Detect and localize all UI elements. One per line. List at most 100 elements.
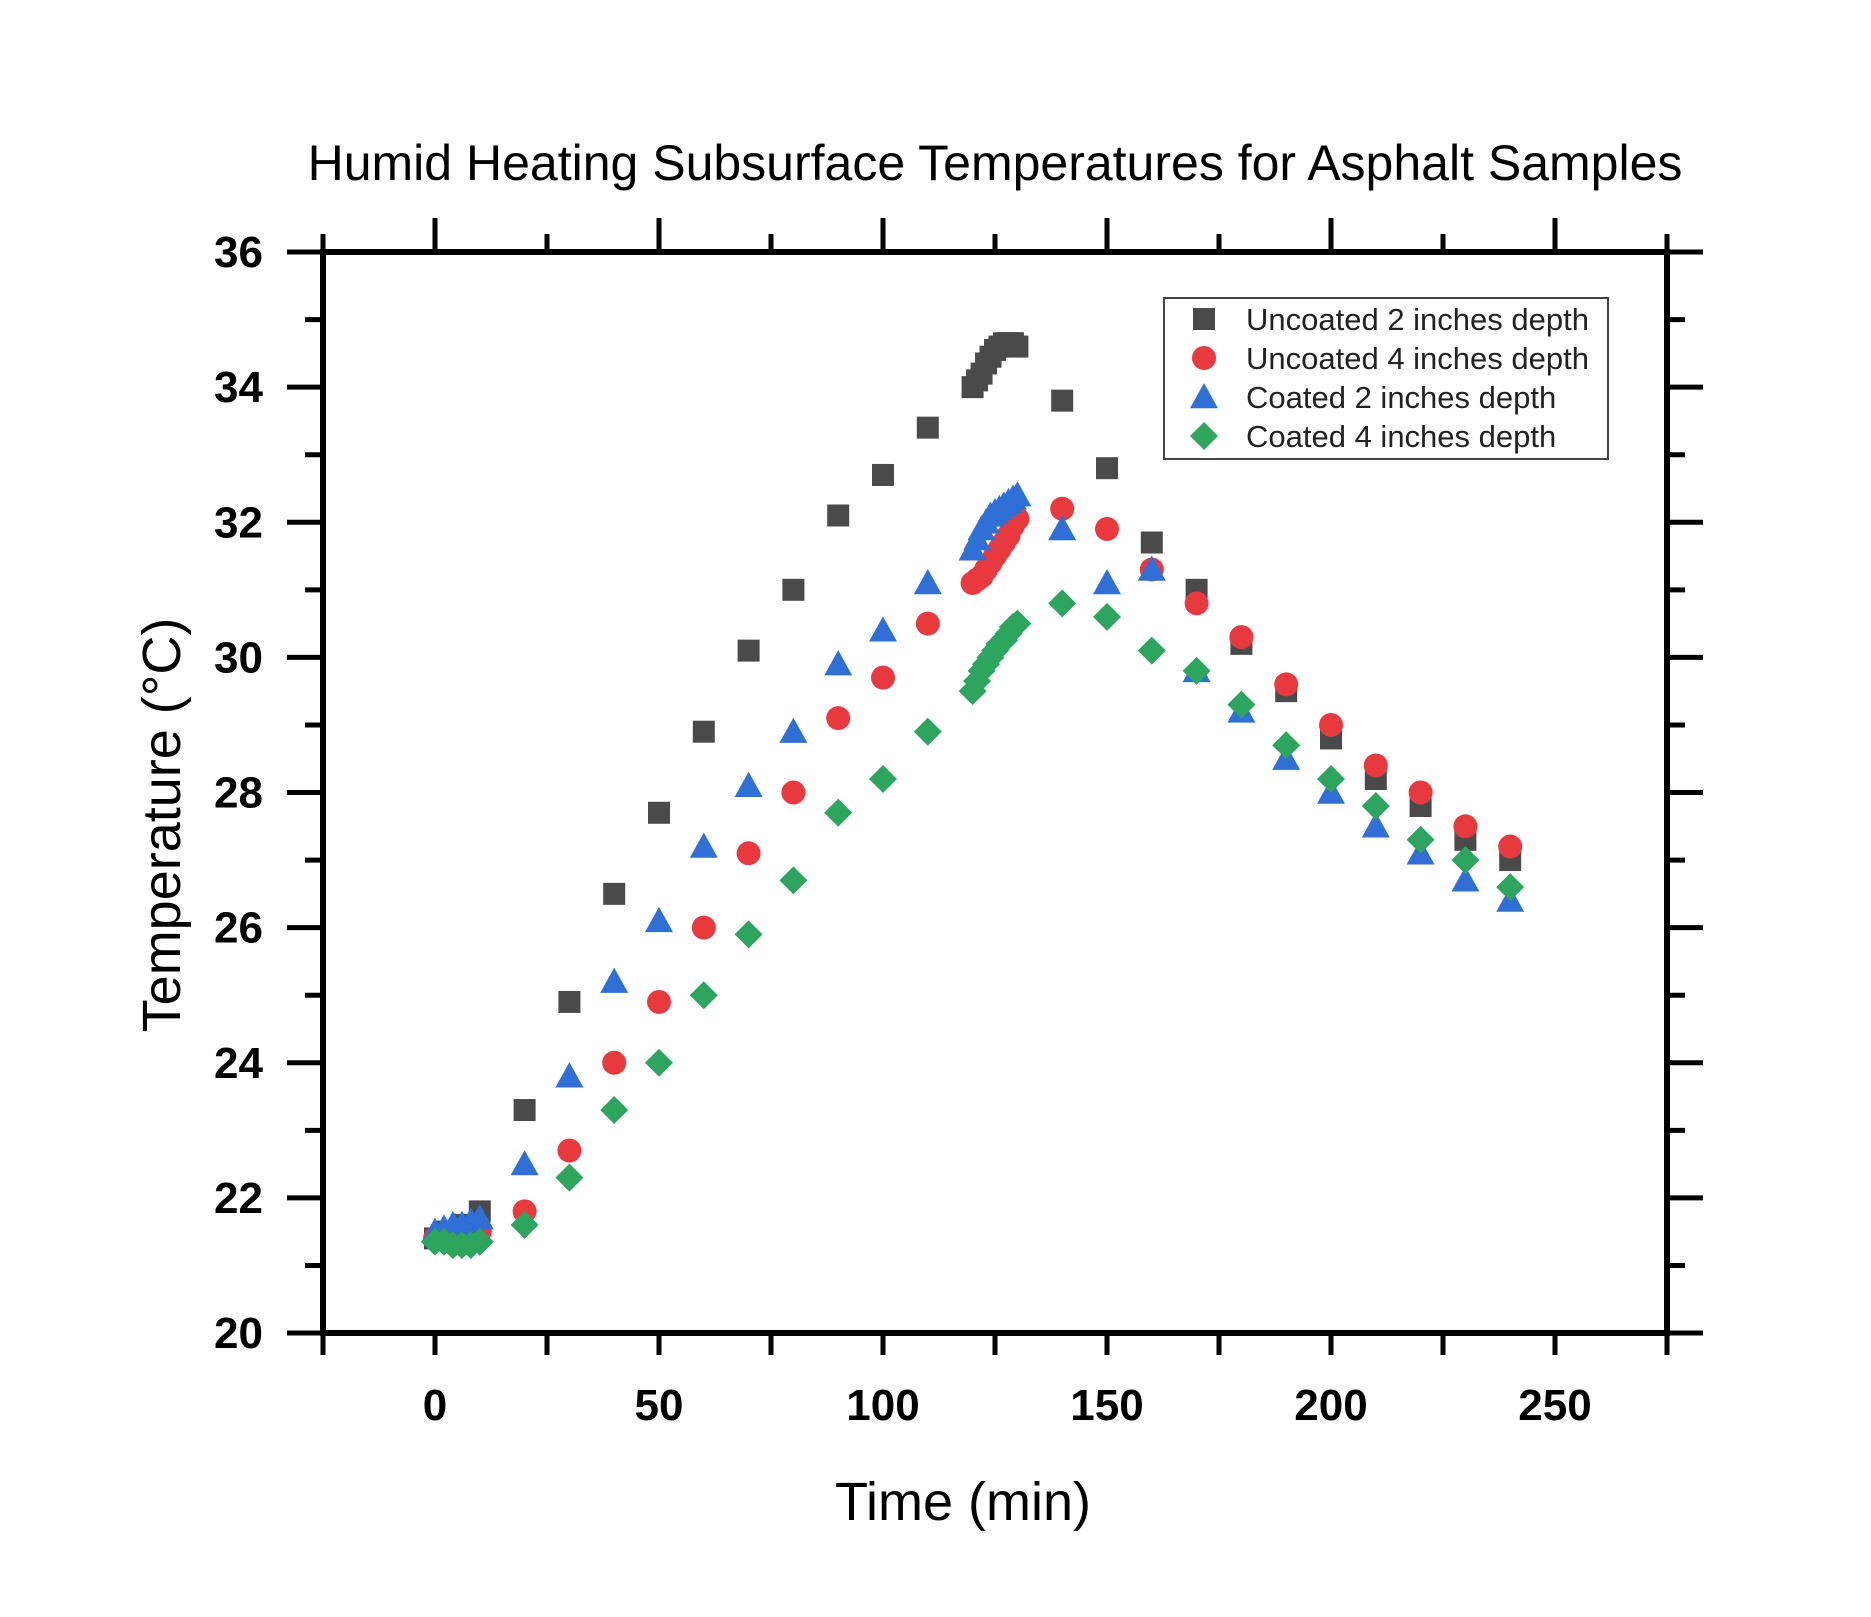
data-point — [692, 720, 715, 743]
data-point — [736, 841, 761, 866]
data-point — [1051, 389, 1074, 412]
data-point — [1361, 792, 1390, 821]
legend-marker — [1190, 422, 1218, 450]
data-point — [1184, 591, 1209, 616]
data-point — [1093, 569, 1121, 595]
data-point — [555, 1062, 584, 1088]
data-point — [689, 981, 718, 1010]
data-point — [782, 578, 805, 601]
data-point — [1006, 335, 1029, 358]
data-point — [600, 1096, 629, 1125]
x-tick-label: 200 — [1294, 1381, 1367, 1430]
y-tick-label: 20 — [214, 1309, 263, 1358]
data-point — [734, 920, 763, 949]
data-point — [1182, 656, 1211, 685]
data-point — [827, 504, 850, 527]
chart-title: Humid Heating Subsurface Temperatures fo… — [308, 135, 1683, 191]
data-point — [510, 1150, 539, 1176]
data-point — [1003, 609, 1032, 638]
data-point — [510, 1210, 539, 1239]
data-point — [869, 764, 897, 793]
data-point — [1317, 764, 1345, 793]
data-point — [691, 915, 716, 940]
legend-label: Coated 4 inches depth — [1246, 419, 1556, 454]
data-point — [465, 1204, 494, 1230]
y-tick-label: 24 — [214, 1039, 263, 1088]
data-point — [779, 717, 808, 743]
data-point — [602, 1050, 627, 1075]
data-point — [689, 832, 718, 858]
data-point — [916, 416, 939, 439]
x-tick-label: 150 — [1070, 1381, 1143, 1430]
y-tick-label: 26 — [214, 904, 263, 953]
x-tick-label: 250 — [1518, 1381, 1591, 1430]
data-point — [1453, 814, 1478, 839]
data-point — [1003, 481, 1032, 507]
data-point — [871, 665, 895, 690]
data-point — [647, 989, 671, 1014]
data-point — [915, 611, 940, 636]
data-point — [1272, 731, 1301, 760]
data-point — [1095, 517, 1119, 542]
data-point — [1140, 531, 1163, 554]
series-diamond — [421, 589, 1525, 1260]
data-point — [1137, 555, 1166, 581]
x-axis-title: Time (min) — [835, 1472, 1091, 1532]
data-point — [558, 990, 581, 1013]
axis-ticks — [287, 218, 1703, 1355]
data-point — [824, 798, 853, 827]
data-point — [1498, 834, 1523, 859]
x-tick-label: 100 — [846, 1381, 919, 1430]
data-point — [1050, 496, 1075, 521]
data-point — [513, 1099, 536, 1122]
data-point — [1137, 636, 1166, 665]
tick-labels: 0 50 100 150 200 250 20 22 24 26 28 30 32 34 36 — [214, 228, 1592, 1430]
legend: Uncoated 2 inches depth Uncoated 4 inches… — [1163, 297, 1609, 460]
y-tick-label: 36 — [214, 228, 263, 277]
data-point — [781, 780, 806, 805]
data-point — [1408, 780, 1433, 805]
data-point — [913, 717, 942, 746]
legend-label: Coated 2 inches depth — [1246, 380, 1556, 415]
data-point — [648, 801, 670, 824]
data-point — [734, 771, 763, 797]
data-point — [1229, 625, 1254, 650]
data-point — [872, 463, 894, 486]
data-point — [1048, 589, 1077, 618]
data-point — [603, 882, 626, 905]
y-tick-label: 32 — [214, 498, 263, 547]
data-point — [1274, 672, 1299, 697]
data-point — [1319, 712, 1343, 737]
series-circle — [423, 496, 1523, 1251]
data-point — [1096, 457, 1118, 480]
data-point — [1363, 753, 1388, 778]
data-point — [1451, 846, 1480, 875]
legend-box — [1163, 297, 1609, 460]
data-point — [1093, 602, 1121, 631]
y-tick-label: 30 — [214, 633, 263, 682]
series-square — [424, 332, 1522, 1250]
data-point — [1496, 873, 1525, 902]
data-point — [824, 650, 853, 676]
data-point — [1048, 515, 1077, 541]
y-axis-title: Temperature (°C) — [132, 618, 192, 1033]
data-point — [465, 1227, 494, 1256]
data-point — [600, 967, 629, 993]
data-point — [1451, 866, 1480, 892]
x-tick-label: 50 — [635, 1381, 684, 1430]
data-point — [779, 866, 808, 895]
data-point — [645, 906, 673, 933]
data-point — [1406, 825, 1435, 854]
series-triangle — [421, 481, 1525, 1243]
legend-marker — [1193, 308, 1215, 330]
data-point — [557, 1138, 582, 1163]
data-markers — [421, 332, 1525, 1260]
data-point — [737, 639, 760, 662]
data-point — [555, 1163, 584, 1192]
legend-label: Uncoated 2 inches depth — [1246, 302, 1589, 337]
data-point — [826, 706, 851, 731]
data-point — [1361, 812, 1390, 838]
legend-marker — [1192, 346, 1216, 370]
